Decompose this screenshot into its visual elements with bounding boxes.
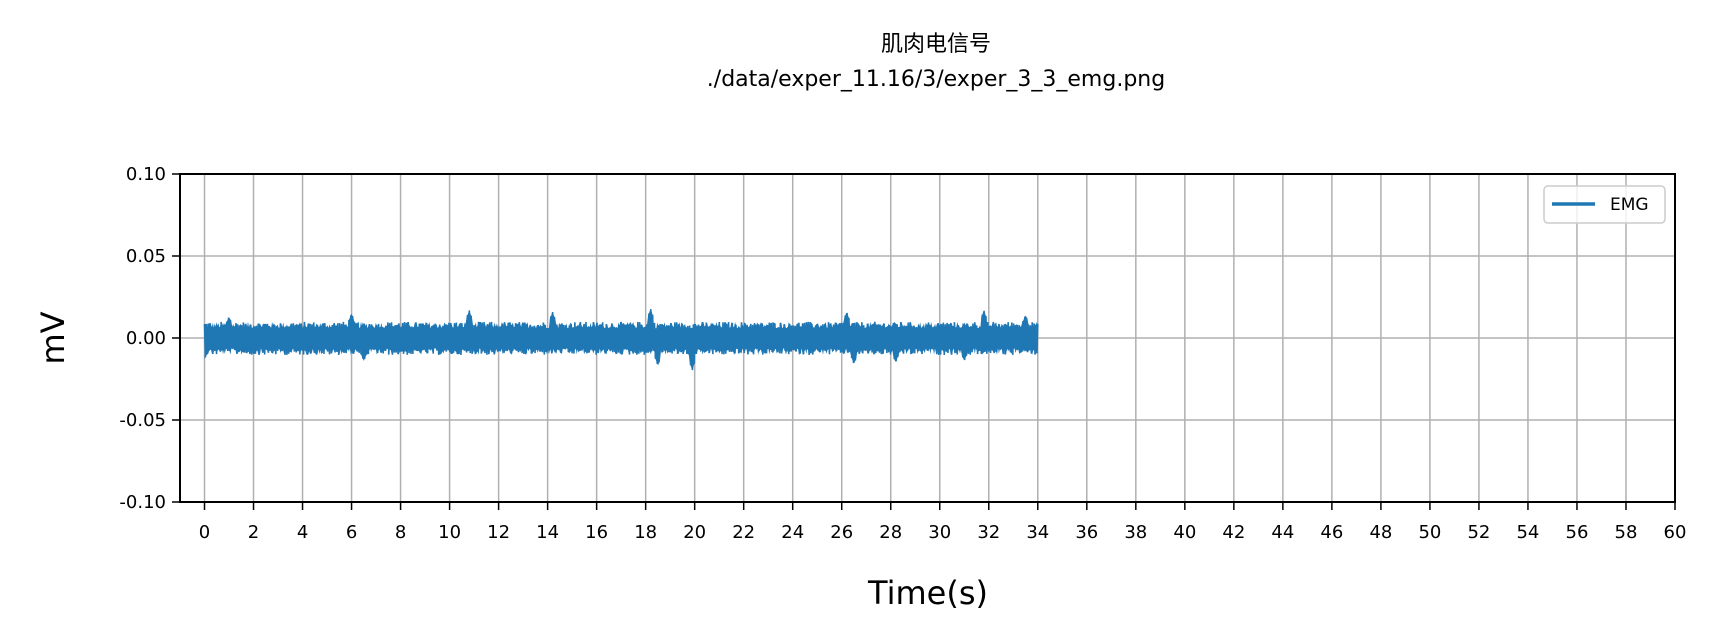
x-tick-label: 54 [1516,522,1539,543]
y-tick-label: -0.10 [119,492,166,513]
chart-title: 肌肉电信号 [881,32,991,57]
emg-series-line [203,309,1039,371]
x-tick-label: 16 [585,522,608,543]
x-tick-label: 38 [1124,522,1147,543]
legend-box [1543,185,1666,224]
x-axis-label: Time(s) [867,574,988,612]
x-axis: 0 2 4 6 8 10 12 14 16 18 20 22 24 26 28 30 32 34 36 38 40 42 4… [199,502,1687,543]
x-tick-label: 34 [1026,522,1049,543]
x-tick-label: 12 [487,522,510,543]
x-tick-label: 22 [732,522,755,543]
x-tick-label: 24 [781,522,804,543]
x-tick-label: 8 [395,522,406,543]
x-tick-label: 36 [1075,522,1098,543]
y-axis-label: mV [34,311,72,364]
x-tick-label: 60 [1664,522,1687,543]
x-tick-label: 50 [1418,522,1441,543]
y-tick-label: 0.05 [126,246,166,267]
x-tick-label: 14 [536,522,559,543]
x-tick-label: 10 [438,522,461,543]
legend-label-emg: EMG [1610,195,1649,215]
x-tick-label: 6 [346,522,357,543]
y-tick-label: -0.05 [119,410,166,431]
y-axis: 0.10 0.05 0.00 -0.05 -0.10 [119,164,180,513]
y-tick-label: 0.00 [126,328,166,349]
x-tick-label: 0 [199,522,210,543]
x-tick-label: 30 [928,522,951,543]
x-tick-label: 4 [297,522,308,543]
x-tick-label: 18 [634,522,657,543]
series-layer [203,309,1039,371]
x-tick-label: 40 [1173,522,1196,543]
x-tick-label: 44 [1271,522,1294,543]
x-tick-label: 58 [1615,522,1638,543]
x-tick-label: 56 [1566,522,1589,543]
legend: EMG [1543,185,1666,224]
x-tick-label: 32 [977,522,1000,543]
y-tick-label: 0.10 [126,164,166,185]
x-tick-label: 26 [830,522,853,543]
x-tick-label: 52 [1467,522,1490,543]
x-tick-label: 28 [879,522,902,543]
x-tick-label: 42 [1222,522,1245,543]
x-tick-label: 48 [1369,522,1392,543]
x-tick-label: 20 [683,522,706,543]
x-tick-label: 2 [248,522,259,543]
x-tick-label: 46 [1320,522,1343,543]
chart-subtitle: ./data/exper_11.16/3/exper_3_3_emg.png [707,67,1165,92]
